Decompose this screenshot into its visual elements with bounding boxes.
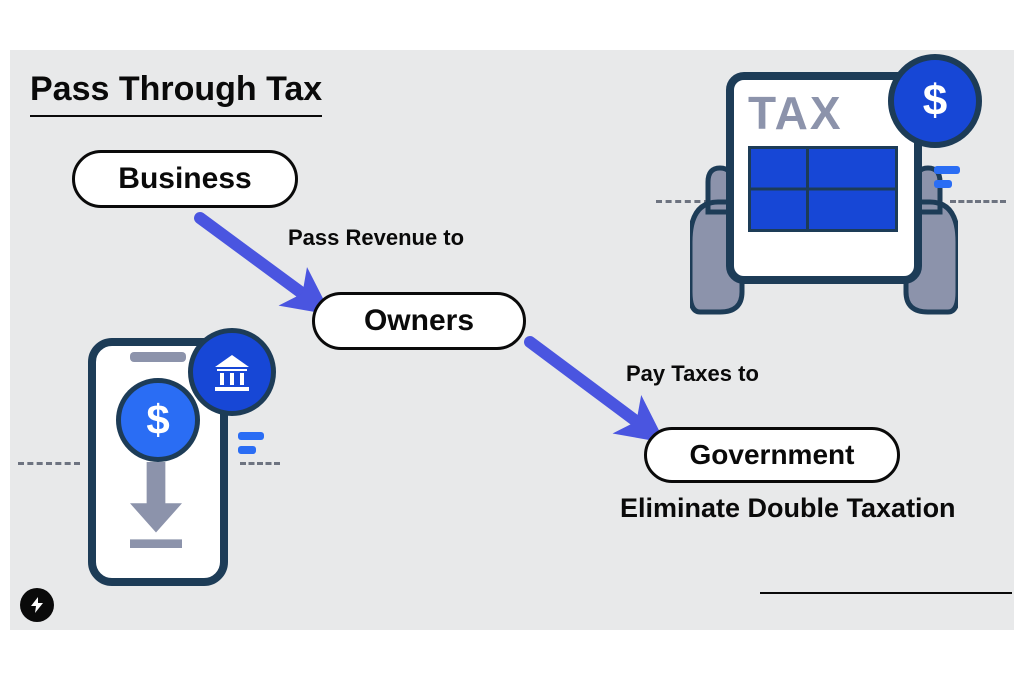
bottom-rule: [760, 592, 1012, 594]
tax-label: TAX: [748, 86, 843, 140]
equals-icon-2: [934, 166, 960, 194]
tax-table-icon: [748, 146, 898, 232]
node-government: Government: [644, 427, 900, 483]
brand-logo-icon: [20, 588, 54, 622]
phone-speaker-bar: [130, 352, 186, 362]
node-owners: Owners: [312, 292, 526, 350]
download-arrow-icon: [130, 462, 182, 548]
caption: Eliminate Double Taxation: [620, 493, 956, 524]
edge-label-1: Pay Taxes to: [626, 361, 759, 387]
equals-icon: [238, 432, 264, 460]
node-business: Business: [72, 150, 298, 208]
dollar-icon: $: [116, 378, 200, 462]
phone-dash-left: [18, 462, 80, 465]
phone-dash-right: [240, 462, 280, 465]
tax-dash-right: [950, 200, 1006, 203]
dollar-badge-icon: $: [888, 54, 982, 148]
bank-icon: [188, 328, 276, 416]
edge-label-0: Pass Revenue to: [288, 225, 464, 251]
